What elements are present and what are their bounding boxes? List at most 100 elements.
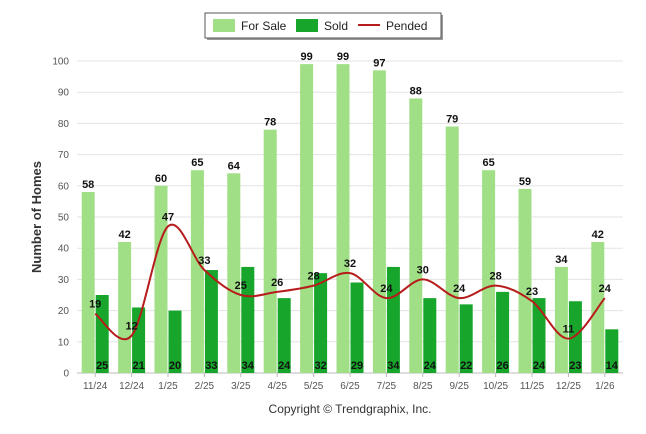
x-tick-label: 12/25	[556, 381, 581, 392]
x-tick-label: 1/25	[158, 381, 178, 392]
y-tick-label: 40	[58, 244, 70, 255]
x-tick-label: 3/25	[231, 381, 251, 392]
pended-value-label: 24	[453, 283, 466, 295]
for-sale-value-label: 97	[373, 57, 385, 69]
for-sale-bar	[554, 266, 568, 373]
sold-bar	[168, 310, 182, 373]
sold-value-label: 26	[496, 360, 508, 372]
y-tick-label: 10	[58, 337, 70, 348]
sold-value-label: 34	[387, 360, 400, 372]
x-axis: 11/24 12/24 1/25 2/25 3/25 4/25 5/25 6/25 7/25 8/…	[83, 373, 615, 392]
x-tick-label: 2/25	[195, 381, 215, 392]
x-tick-label: 6/25	[340, 381, 360, 392]
legend-swatch-for-sale	[213, 19, 235, 32]
y-tick-label: 70	[58, 150, 70, 161]
x-tick-label: 12/24	[119, 381, 144, 392]
sold-value-label: 34	[242, 360, 255, 372]
for-sale-value-label: 99	[337, 51, 349, 63]
sold-value-label: 33	[205, 360, 217, 372]
for-sale-value-label: 42	[592, 229, 604, 241]
for-sale-bar	[518, 188, 532, 373]
sold-value-label: 29	[351, 360, 363, 372]
for-sale-bar	[190, 170, 204, 373]
for-sale-value-label: 99	[300, 51, 312, 63]
for-sale-value-label: 34	[555, 254, 568, 266]
sold-value-label: 22	[460, 360, 472, 372]
pended-value-label: 33	[198, 255, 210, 267]
gridlines	[77, 60, 623, 374]
pended-value-label: 19	[89, 299, 101, 311]
sold-bar	[423, 298, 437, 373]
sold-bar	[204, 270, 218, 373]
sold-value-label: 23	[569, 360, 581, 372]
sold-value-label: 24	[278, 360, 291, 372]
sold-value-label: 20	[169, 360, 181, 372]
for-sale-value-label: 65	[191, 157, 203, 169]
legend-swatch-sold	[296, 19, 318, 32]
y-tick-label: 90	[58, 88, 70, 99]
pended-value-label: 11	[563, 324, 575, 336]
for-sale-value-label: 79	[446, 114, 458, 126]
for-sale-bar	[81, 192, 95, 373]
for-sale-bar	[482, 170, 496, 373]
pended-value-label: 30	[417, 264, 429, 276]
sold-bar	[277, 298, 291, 373]
sold-value-label: 14	[606, 360, 619, 372]
for-sale-value-label: 65	[482, 157, 494, 169]
sold-bar	[532, 298, 546, 373]
legend-label-for-sale: For Sale	[241, 19, 287, 33]
pended-value-label: 25	[235, 280, 247, 292]
legend-label-sold: Sold	[324, 19, 348, 33]
y-tick-label: 30	[58, 275, 70, 286]
sold-value-label: 24	[533, 360, 546, 372]
x-tick-label: 9/25	[449, 381, 469, 392]
for-sale-value-label: 58	[82, 179, 94, 191]
for-sale-bar	[445, 126, 459, 374]
for-sale-bar	[300, 64, 314, 374]
legend-label-pended: Pended	[386, 19, 427, 33]
for-sale-bar	[409, 98, 423, 373]
sold-bar	[350, 282, 364, 373]
for-sale-value-label: 88	[410, 85, 422, 97]
x-tick-label: 10/25	[483, 381, 508, 392]
for-sale-bar	[263, 129, 277, 373]
x-tick-label: 7/25	[377, 381, 397, 392]
x-tick-label: 11/24	[83, 381, 108, 392]
y-axis-title: Number of Homes	[29, 161, 44, 273]
x-tick-label: 1/26	[595, 381, 615, 392]
y-tick-label: 0	[63, 369, 69, 380]
sold-bar	[496, 291, 510, 373]
sold-value-label: 21	[132, 360, 144, 372]
sold-bar	[95, 295, 109, 373]
x-tick-label: 11/25	[520, 381, 545, 392]
sold-bar	[568, 301, 582, 373]
pended-series	[94, 223, 606, 340]
bars	[81, 64, 619, 374]
sold-bar	[605, 329, 619, 373]
for-sale-value-label: 64	[228, 160, 241, 172]
y-tick-label: 50	[58, 213, 70, 224]
y-axis: 0 10 20 30 40 50 60 70 80 90 100	[52, 57, 69, 380]
sold-bar	[459, 304, 473, 373]
for-sale-value-label: 42	[118, 229, 130, 241]
y-tick-label: 60	[58, 181, 70, 192]
pended-value-label: 24	[599, 283, 612, 295]
data-labels: 58 25 42 21 60 20 65 33 64 34 78 24 99 32 99 29 97 34 88 24…	[82, 51, 619, 372]
x-tick-label: 5/25	[304, 381, 324, 392]
pended-value-label: 26	[271, 277, 283, 289]
x-tick-label: 4/25	[267, 381, 287, 392]
for-sale-bar	[372, 70, 386, 374]
sold-value-label: 25	[96, 360, 108, 372]
sold-value-label: 24	[424, 360, 437, 372]
pended-value-label: 23	[526, 286, 538, 298]
pended-value-label: 32	[344, 258, 356, 270]
x-tick-label: 8/25	[413, 381, 433, 392]
for-sale-value-label: 59	[519, 176, 531, 188]
pended-value-label: 28	[307, 271, 319, 283]
pended-value-label: 47	[162, 211, 174, 223]
pended-value-label: 24	[380, 283, 393, 295]
pended-value-label: 28	[489, 271, 501, 283]
for-sale-bar	[227, 173, 241, 373]
